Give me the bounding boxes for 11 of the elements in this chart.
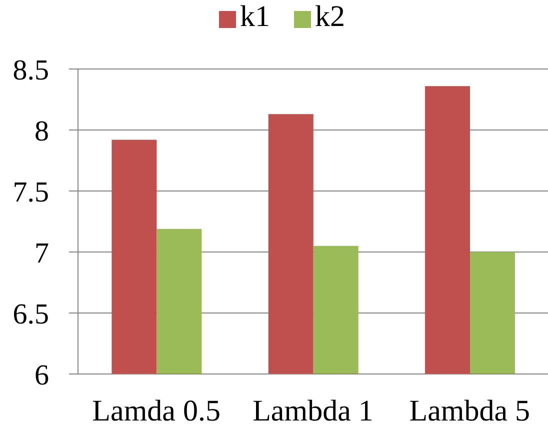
y-tick-label: 8.5 xyxy=(12,54,49,86)
legend-label: k2 xyxy=(315,0,345,33)
y-tick-label: 7.5 xyxy=(12,176,49,208)
y-tick-label: 6 xyxy=(34,359,49,392)
y-tick-label: 7 xyxy=(34,237,49,270)
legend-label: k1 xyxy=(240,0,270,33)
y-tick-label: 8 xyxy=(34,115,49,148)
x-tick-label: Lambda 5 xyxy=(409,394,530,428)
x-tick-label: Lambda 1 xyxy=(252,394,374,428)
x-tick-label: Lamda 0.5 xyxy=(92,394,220,428)
y-tick-label: 6.5 xyxy=(12,298,49,330)
